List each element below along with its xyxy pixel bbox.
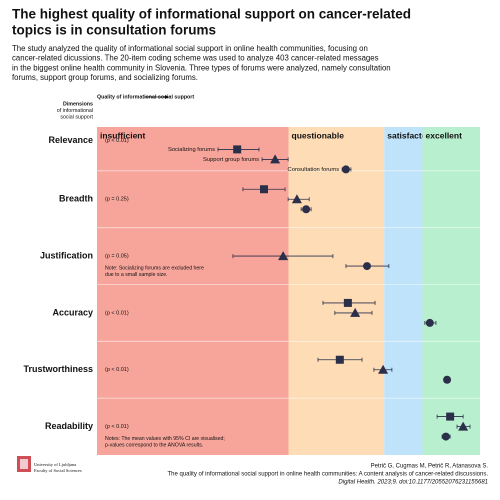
- marker-triangle: [278, 251, 289, 261]
- marker-circle: [425, 318, 434, 327]
- data-point: [261, 154, 289, 164]
- data-point: [334, 307, 373, 317]
- y-axis-label: Dimensions: [63, 101, 93, 107]
- marker-square: [335, 355, 344, 364]
- axis-arrow-head: [165, 95, 169, 99]
- p-value: (p < 0.01): [105, 310, 129, 316]
- note: due to a small sample size.: [105, 272, 168, 278]
- data-point: [341, 165, 352, 174]
- p-value: (p < 0.01): [105, 367, 129, 373]
- category-label: Relevance: [48, 135, 93, 145]
- subtitle: cancer-related dicussions. The 20-item c…: [12, 54, 379, 63]
- source: Digital Health. 2023;9. doi:10.1177/2055…: [338, 480, 488, 486]
- data-point: [232, 251, 334, 261]
- marker-circle: [302, 205, 311, 214]
- data-point: [242, 185, 286, 194]
- subtitle: The study analyzed the quality of inform…: [12, 44, 368, 53]
- category-label: Accuracy: [52, 307, 93, 317]
- data-point: [373, 364, 393, 374]
- data-point: [443, 375, 452, 384]
- source: Petrič G, Cugmas M, Petrič R, Atanasova …: [371, 464, 489, 470]
- marker-square: [446, 412, 455, 421]
- category-label: Breadth: [59, 194, 93, 204]
- data-point: [322, 298, 376, 307]
- category-label: Justification: [40, 250, 93, 260]
- p-value: (p < 0.01): [105, 138, 129, 144]
- series-label: Consultation forums: [288, 167, 340, 173]
- marker-triangle: [378, 364, 389, 374]
- logo-text: University of Ljubljana: [34, 462, 76, 467]
- zone-background: [384, 127, 423, 455]
- x-axis-label: Quality of informational social support: [97, 94, 194, 100]
- zone-label: insufficient: [100, 130, 146, 140]
- data-point: [287, 194, 310, 204]
- logo: [17, 456, 31, 472]
- series-label: Support group forums: [203, 157, 259, 163]
- marker-circle: [441, 432, 450, 441]
- subtitle: forums, support group forums, and social…: [12, 73, 198, 82]
- p-value: (p < 0.01): [105, 424, 129, 430]
- series-label: Socializing forums: [168, 147, 215, 153]
- marker-square: [233, 145, 242, 154]
- data-point: [436, 412, 464, 421]
- data-point: [300, 205, 312, 214]
- zone-label: questionable: [292, 130, 345, 140]
- zone-background: [422, 127, 480, 455]
- zone-background: [97, 127, 289, 455]
- y-axis-label: of informational: [57, 108, 93, 114]
- data-point: [441, 432, 451, 441]
- data-point: [424, 318, 437, 327]
- zone-background: [288, 127, 385, 455]
- zone-label: satisfactory: [387, 130, 435, 140]
- data-point: [317, 355, 363, 364]
- p-value: (p = 0.25): [105, 197, 129, 203]
- logo-text: Faculty of Social Sciences: [34, 468, 82, 473]
- marker-triangle: [458, 421, 469, 431]
- note: Notes: The mean values with 95% CI are v…: [105, 436, 225, 442]
- marker-triangle: [291, 194, 302, 204]
- marker-triangle: [350, 307, 361, 317]
- category-label: Trustworthiness: [23, 364, 93, 374]
- marker-circle: [341, 165, 350, 174]
- title: The highest quality of informational sup…: [12, 7, 411, 22]
- note: Note: Socializing forums are excluded he…: [105, 265, 204, 271]
- data-point: [345, 262, 390, 271]
- marker-circle: [443, 375, 452, 384]
- source: The quality of informational social supp…: [167, 472, 488, 478]
- category-label: Readability: [45, 421, 93, 431]
- note: p-values correspond to the ANOVA results…: [105, 442, 203, 448]
- marker-circle: [363, 262, 372, 271]
- data-point: [217, 145, 260, 154]
- marker-triangle: [270, 154, 281, 164]
- zone-label: excellent: [426, 130, 463, 140]
- marker-square: [259, 185, 268, 194]
- marker-square: [343, 298, 352, 307]
- data-point: [456, 421, 471, 431]
- y-axis-label: social support: [60, 114, 93, 120]
- p-value: (p = 0.05): [105, 254, 129, 260]
- title: topics is in consultation forums: [12, 23, 216, 38]
- subtitle: in the biggest online health community i…: [12, 63, 391, 72]
